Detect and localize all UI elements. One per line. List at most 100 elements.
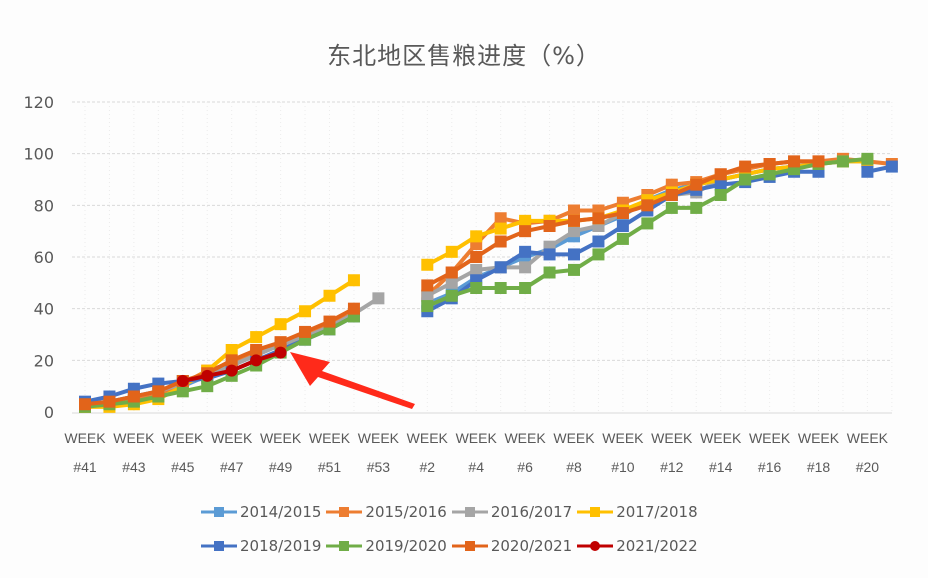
x-tick-label: WEEK [456, 430, 498, 446]
data-point [714, 189, 727, 201]
legend-label: 2020/2021 [490, 537, 573, 555]
data-point [225, 364, 238, 377]
data-point [79, 398, 91, 411]
x-tick-label: #20 [856, 459, 880, 475]
y-tick-label: 20 [34, 351, 54, 370]
data-point [519, 245, 532, 258]
line-square-marker-icon [577, 507, 614, 517]
data-point [616, 207, 629, 220]
x-tick-label: #10 [611, 459, 635, 475]
data-point [152, 385, 165, 398]
data-point [421, 289, 434, 302]
x-tick-label: WEEK [749, 430, 791, 446]
series-lines [79, 152, 898, 413]
data-point [641, 217, 654, 230]
data-point [885, 160, 898, 173]
data-point [616, 220, 629, 232]
data-point [494, 212, 507, 225]
x-tick-label: #12 [660, 459, 684, 475]
data-point [494, 222, 507, 235]
line-square-marker-icon [326, 507, 363, 517]
data-point [665, 201, 678, 214]
x-tick-label: #14 [709, 459, 733, 475]
data-point [616, 232, 629, 245]
data-point [470, 230, 483, 243]
legend-row: 2014/2015 2015/2016 2016/2017 2017/2018 [200, 495, 760, 529]
x-tick-label: #16 [758, 459, 782, 475]
data-point [812, 155, 825, 168]
data-point [225, 344, 238, 356]
y-tick-label: 40 [34, 300, 54, 319]
legend-item-2016-2017: 2016/2017 [451, 503, 572, 521]
x-tick-label: WEEK [504, 430, 546, 446]
data-point [861, 152, 874, 165]
x-tick-label: #43 [122, 459, 146, 475]
data-point [127, 390, 140, 403]
data-point [592, 235, 605, 248]
data-point [690, 201, 703, 214]
data-point [568, 248, 580, 261]
data-point [103, 395, 116, 408]
data-point [494, 261, 507, 274]
y-tick-label: 60 [34, 248, 54, 267]
x-tick-label: #49 [269, 459, 293, 475]
x-tick-label: #47 [220, 459, 244, 475]
x-axis: WEEK #41 WEEK #43 WEEK #45 WEEK #47 WEEK #49 WEEK #… [64, 430, 888, 475]
data-point [519, 282, 532, 294]
data-point [372, 292, 385, 305]
data-point [739, 173, 752, 186]
line-square-marker-icon [326, 541, 363, 551]
x-tick-label: WEEK [162, 430, 204, 446]
x-tick-label: #4 [468, 459, 484, 475]
data-point [421, 258, 434, 271]
data-point [714, 178, 727, 191]
data-point [714, 168, 727, 181]
data-point [470, 263, 483, 276]
data-point [543, 266, 556, 279]
data-point [494, 282, 507, 294]
data-point [592, 248, 605, 261]
x-tick-label: #2 [420, 459, 436, 475]
x-tick-label: WEEK [358, 430, 400, 446]
data-point [445, 289, 458, 302]
x-tick-label: WEEK [602, 430, 644, 446]
data-point [739, 160, 752, 173]
y-tick-label: 100 [23, 145, 54, 164]
data-point [299, 305, 312, 318]
data-point [250, 354, 263, 367]
data-point [836, 155, 849, 168]
data-point [445, 245, 458, 258]
data-point [568, 204, 580, 217]
data-point [347, 302, 360, 315]
grid-lines [72, 101, 893, 414]
data-point [127, 382, 140, 395]
x-tick-label: WEEK [407, 430, 449, 446]
line-square-marker-icon [451, 541, 488, 551]
data-point [445, 266, 458, 279]
data-point [347, 274, 360, 287]
chart-title: 东北地区售粮进度（%） [327, 42, 601, 70]
x-tick-label: WEEK [651, 430, 693, 446]
y-tick-label: 0 [44, 403, 54, 422]
data-point [494, 235, 507, 248]
x-tick-label: WEEK [64, 430, 106, 446]
data-point [543, 220, 556, 232]
data-point [323, 289, 336, 302]
data-point [568, 225, 580, 238]
x-tick-label: #6 [517, 459, 533, 475]
line-square-marker-icon [201, 507, 237, 517]
data-point [568, 214, 580, 227]
data-point [201, 369, 214, 382]
legend-label: 2019/2020 [365, 537, 447, 555]
chart-legend: 2014/2015 2015/2016 2016/2017 2017/2018 201… [200, 495, 760, 563]
legend-label: 2015/2016 [365, 503, 447, 521]
x-tick-label: WEEK [309, 430, 351, 446]
line-circle-marker-icon [577, 541, 614, 551]
data-point [445, 276, 458, 289]
legend-label: 2014/2015 [240, 503, 322, 521]
x-tick-label: WEEK [553, 430, 595, 446]
data-point [274, 336, 287, 349]
x-tick-label: WEEK [113, 430, 155, 446]
data-point [421, 279, 434, 292]
series-2020-2021 [79, 155, 825, 411]
